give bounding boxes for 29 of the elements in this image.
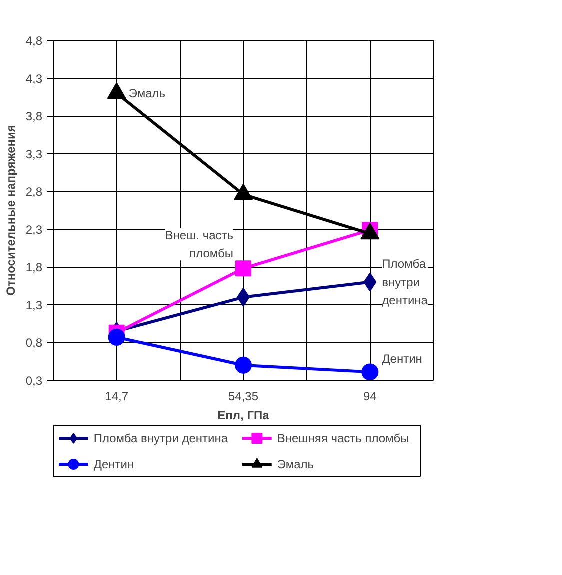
point [362, 364, 379, 380]
point [234, 184, 253, 200]
y-tick-label: 4,8 [26, 34, 43, 48]
x-tick-label: 54,35 [228, 390, 259, 404]
point [235, 356, 252, 374]
legend-label: Дентин [94, 458, 134, 472]
annotation: Пломба внутри дентина [382, 257, 428, 308]
x-axis-title: Епл, ГПа [218, 408, 270, 422]
x-tick-label: 94 [363, 390, 378, 404]
y-tick-label: 2,3 [26, 222, 43, 237]
annotation: Внеш. часть пломбы [165, 228, 234, 261]
point [108, 328, 126, 346]
y-tick-label: 1,3 [26, 298, 43, 312]
y-axis-title: Относительные напряжения [4, 125, 18, 296]
y-tick-label: 0,3 [26, 374, 43, 388]
annotation: Дентин [382, 352, 422, 366]
legend-label: Эмаль [277, 458, 314, 472]
y-tick-label: 3,3 [26, 147, 43, 162]
legend-label: Внешняя часть пломбы [277, 432, 410, 446]
y-tick-label: 4,3 [26, 72, 43, 86]
y-tick-label: 2,8 [26, 185, 43, 200]
y-tick-label: 0,8 [26, 336, 43, 350]
point [236, 260, 252, 277]
annotation: Эмаль [128, 86, 166, 100]
y-tick-label: 1,8 [26, 260, 43, 275]
legend-label: Пломба внутри дентина [94, 432, 228, 446]
point [107, 82, 126, 100]
x-tick-label: 14,7 [105, 390, 129, 404]
y-tick-label: 3,8 [26, 110, 43, 124]
